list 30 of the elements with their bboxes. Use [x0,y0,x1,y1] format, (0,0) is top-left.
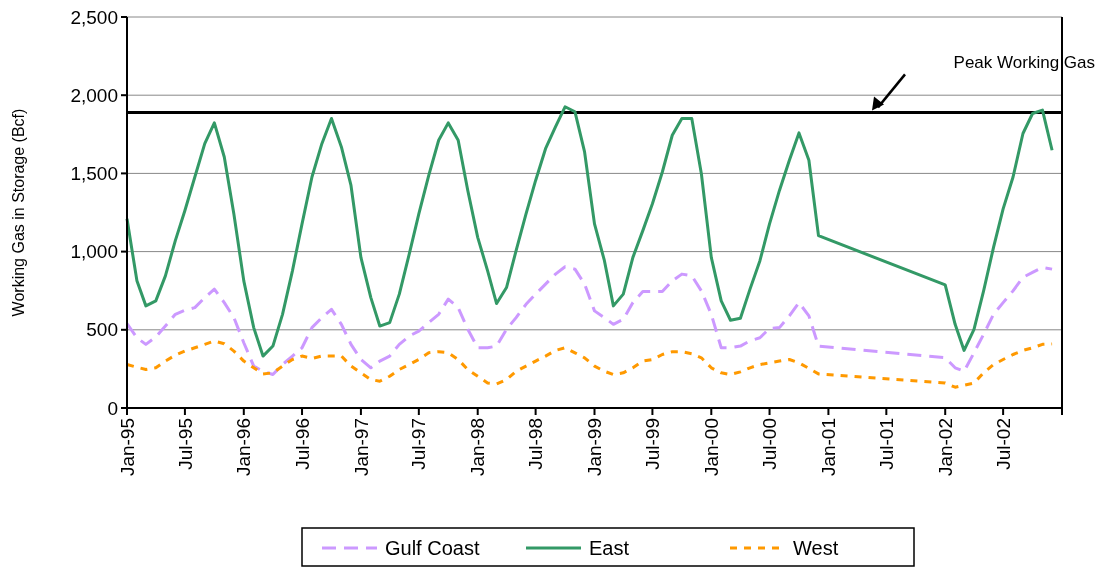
x-tick-label: Jan-96 [233,418,255,477]
x-tick-label: Jul-96 [291,418,313,470]
y-tick-label: 0 [107,397,118,419]
x-tick-label: Jul-97 [408,418,430,470]
y-tick-label: 2,500 [70,6,118,28]
x-tick-label: Jul-99 [642,418,664,470]
x-tick-label: Jul-98 [525,418,547,470]
y-tick-label: 1,000 [70,241,118,263]
legend-label: West [793,537,839,559]
x-tick-label: Jul-01 [875,418,897,470]
x-tick-label: Jan-00 [700,418,722,477]
x-tick-label: Jan-98 [467,418,489,477]
line-series [125,339,1054,389]
x-tick-label: Jan-95 [116,418,138,477]
legend-label: East [589,537,630,559]
y-tick-label: 500 [86,319,118,341]
y-tick-label: 1,500 [70,163,118,185]
x-tick-label: Jan-02 [934,418,956,477]
x-tick-label: Jan-01 [818,418,840,477]
legend-label: Gulf Coast [385,537,480,559]
ref-line-label: Peak Working Gas [953,53,1095,73]
y-tick-label: 2,000 [70,84,118,106]
x-tick-label: Jul-02 [992,418,1014,470]
y-axis-title: Working Gas in Storage (Bcf) [10,108,27,317]
x-tick-label: Jan-99 [584,418,606,477]
line-series [125,265,1054,377]
x-tick-label: Jul-00 [759,418,781,470]
x-tick-label: Jan-97 [350,418,372,477]
x-tick-label: Jul-95 [174,418,196,470]
line-series [125,105,1054,358]
